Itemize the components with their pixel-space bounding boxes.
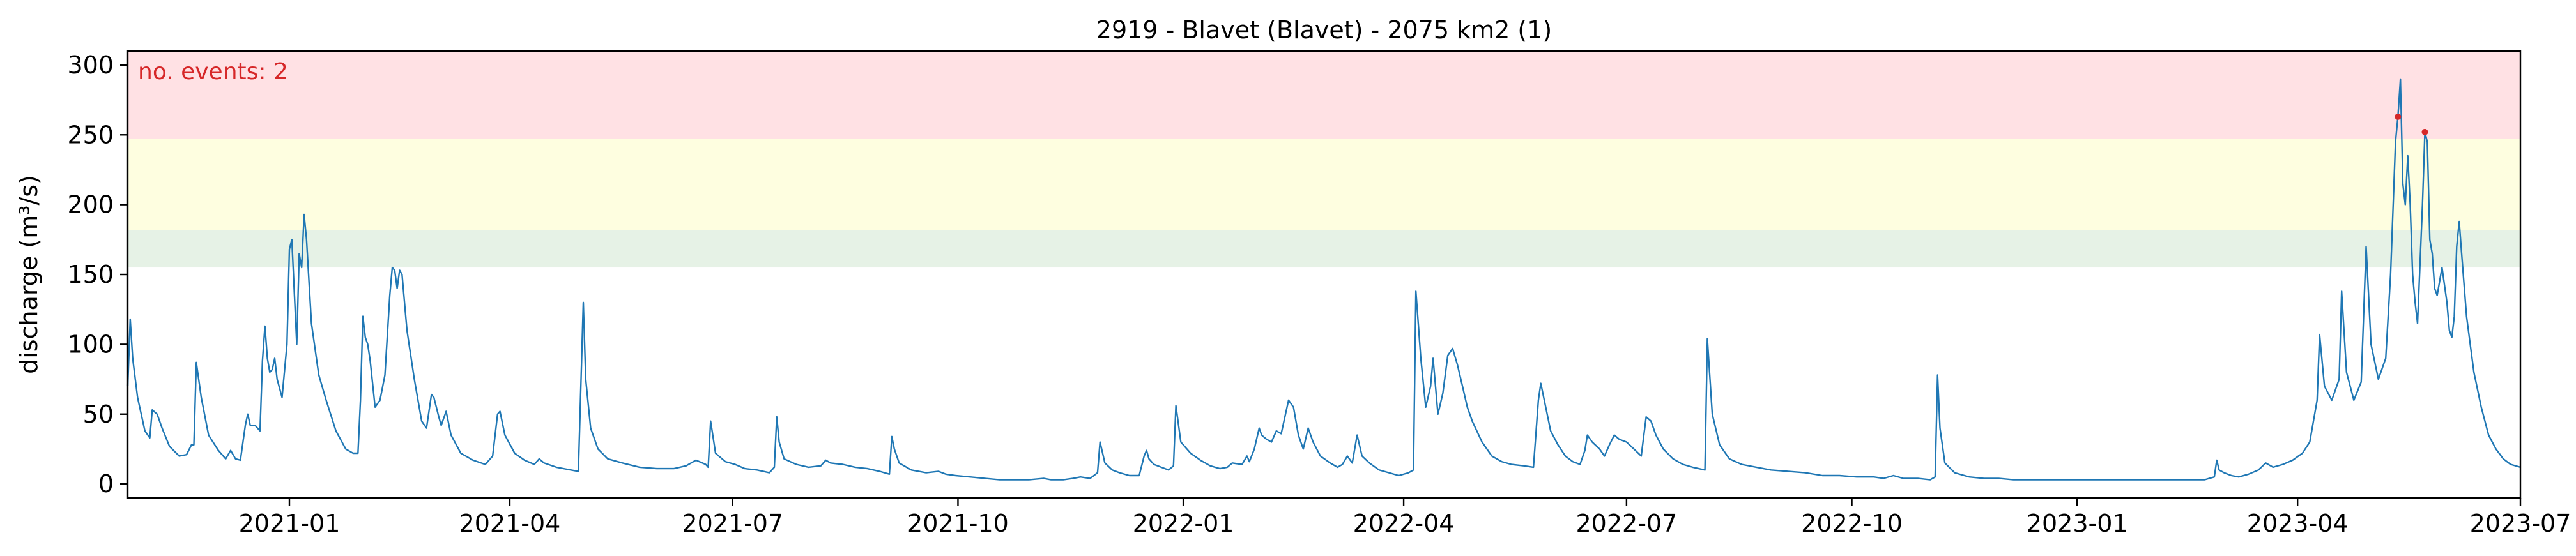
x-tick-label-9: 2023-04 [2247, 509, 2349, 537]
y-axis: 0 50 100 150 200 250 300 [67, 51, 128, 498]
event-marker-0 [2395, 113, 2402, 120]
x-tick-label-10: 2023-07 [2470, 509, 2572, 537]
x-tick-label-5: 2022-04 [1353, 509, 1455, 537]
y-tick-label-4: 200 [67, 191, 114, 219]
series-group [126, 78, 2521, 481]
event-markers [2395, 113, 2428, 135]
threshold-band-0 [128, 230, 2520, 268]
threshold-band-2 [128, 51, 2520, 139]
y-tick-label-3: 150 [67, 260, 114, 289]
x-tick-label-4: 2022-01 [1133, 509, 1234, 537]
event-marker-1 [2421, 128, 2428, 135]
chart-title: 2919 - Blavet (Blavet) - 2075 km2 (1) [1096, 16, 1552, 44]
x-tick-label-3: 2021-10 [907, 509, 1009, 537]
x-tick-label-0: 2021-01 [239, 509, 341, 537]
threshold-band-1 [128, 139, 2520, 230]
y-tick-label-6: 300 [67, 51, 114, 79]
x-tick-label-8: 2023-01 [2027, 509, 2128, 537]
x-tick-label-6: 2022-07 [1576, 509, 1678, 537]
x-axis: 2021-01 2021-04 2021-07 2021-10 2022-01 2022-… [239, 498, 2572, 537]
y-tick-label-1: 50 [83, 400, 114, 428]
y-tick-label-0: 0 [98, 470, 114, 498]
events-count-annotation: no. events: 2 [138, 59, 288, 85]
y-tick-label-5: 250 [67, 121, 114, 149]
threshold-bands [128, 51, 2520, 268]
x-tick-label-2: 2021-07 [682, 509, 783, 537]
series-line-0 [126, 78, 2521, 481]
y-axis-label: discharge (m³/s) [15, 175, 43, 374]
y-tick-label-2: 100 [67, 330, 114, 358]
x-tick-label-1: 2021-04 [459, 509, 561, 537]
x-tick-label-7: 2022-10 [1801, 509, 1903, 537]
